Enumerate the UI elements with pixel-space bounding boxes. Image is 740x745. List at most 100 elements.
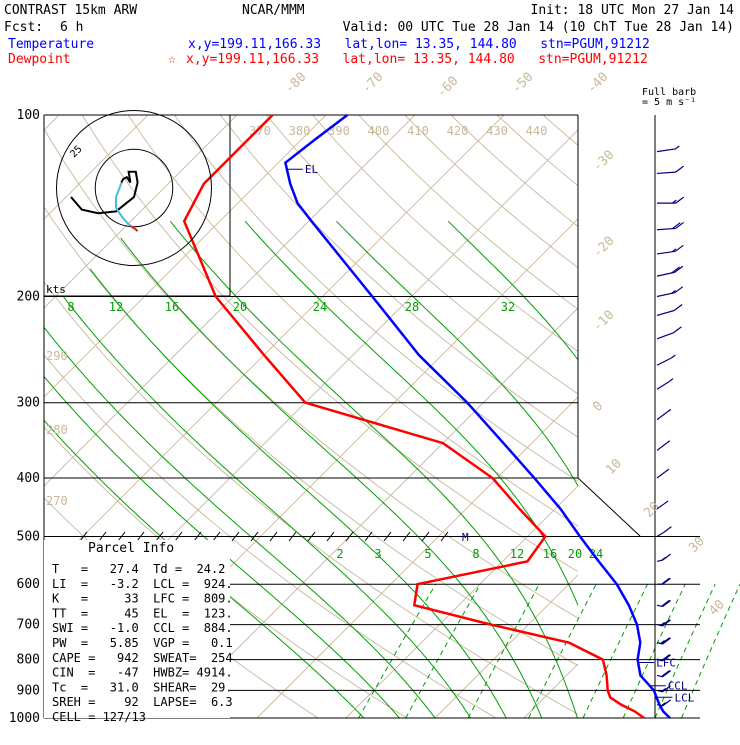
init-time: Init: 18 UTC Mon 27 Jan 14: [531, 3, 735, 18]
pressure-tick-label: 100: [17, 108, 40, 123]
theta-tick-label: 420: [447, 124, 469, 138]
parcel-info-row: Tc = 31.0 SHEAR= 29.: [52, 680, 233, 694]
wind-barb-staff: [657, 382, 669, 390]
mixing-ratio-label: 3: [374, 547, 381, 561]
theta-tick-label: 280: [46, 423, 68, 437]
wind-barb-flag: [663, 527, 671, 533]
full-barb-value: = 5 m s⁻¹: [642, 97, 696, 108]
mixing-ratio-label: 20: [568, 547, 582, 561]
isotherm-line: [346, 115, 740, 718]
moist-adiabat-label: 28: [405, 300, 419, 314]
dry-adiabat-line: [405, 115, 740, 718]
wind-barb-flag: [662, 600, 670, 606]
isotherm-tick-label: 40: [706, 597, 728, 619]
moist-adiabat-label: 32: [501, 300, 515, 314]
mixing-ratio-label: 12: [510, 547, 524, 561]
isotherm-tick-label: 30: [686, 534, 708, 556]
pressure-tick-label: 800: [17, 653, 40, 668]
theta-tick-label: 290: [46, 349, 68, 363]
moist-adiabat-label: 12: [109, 300, 123, 314]
dry-adiabat-line: [451, 115, 740, 718]
pressure-tick-label: 200: [17, 290, 40, 305]
wind-barb-staff: [657, 311, 674, 316]
parcel-info-row: CIN = -47 HWBZ= 4914.: [52, 666, 233, 680]
moist-adiabat-line: [579, 221, 720, 718]
hodograph-low-trace: [116, 183, 130, 226]
wind-barb-flag: [675, 245, 683, 251]
parcel-info-row: TT = 45 EL = 123.: [52, 606, 233, 620]
wind-barb-flag: [676, 166, 684, 172]
theta-tick-label: 380: [289, 124, 311, 138]
wind-barb-flag: [676, 197, 684, 203]
isotherm-tick-label: -40: [584, 70, 611, 97]
mixing-ratio-label: 2: [336, 547, 343, 561]
dry-adiabat-line: [313, 115, 740, 718]
parcel-info-row: T = 27.4 Td = 24.2: [52, 562, 225, 576]
mixing-ratio-line: [406, 584, 481, 718]
wind-barb-half: [667, 409, 671, 412]
isotherm-tick-label: -20: [590, 234, 617, 261]
fcst-label: Fcst:: [4, 20, 43, 35]
dry-adiabat-line: [681, 115, 740, 718]
temperature-trace: [285, 115, 670, 718]
parcel-info-row: PW = 5.85 VGP = 0.1: [52, 636, 233, 650]
moist-adiabat-label: 24: [313, 300, 327, 314]
isotherm-tick-label: -70: [359, 70, 386, 97]
wind-barb-flag: [662, 638, 670, 644]
isotherm-tick-label: -10: [590, 308, 617, 335]
pressure-tick-label: 1000: [9, 711, 40, 726]
pressure-tick-label: 400: [17, 471, 40, 486]
sounding-traces: [184, 115, 670, 718]
wind-barb-staff: [657, 533, 663, 537]
mixing-ratio-label: 8: [472, 547, 479, 561]
pressure-tick-label: 900: [17, 683, 40, 698]
parcel-info-row: CELL = 127/13: [52, 710, 146, 724]
wind-barbs: [657, 146, 684, 706]
parcel-info-row: SWI = -1.0 CCL = 884.: [52, 621, 233, 635]
frame-diagonal: [578, 478, 640, 536]
wind-barb-flag: [662, 671, 670, 677]
wind-barb-staff: [657, 444, 666, 451]
wind-barb-flag: [663, 601, 671, 607]
wind-barb-half: [675, 146, 679, 149]
hodograph-ring: [95, 149, 173, 227]
wind-barb-flag: [662, 578, 670, 584]
isotherm-line: [613, 115, 740, 718]
fcst-value: 6 h: [60, 20, 83, 35]
wind-barb-half: [665, 469, 669, 472]
hodograph: kts 25: [46, 111, 212, 297]
wind-barb-flag: [675, 287, 683, 293]
pressure-tick-label: 300: [17, 396, 40, 411]
isotherm-tick-label: -60: [434, 74, 461, 101]
wind-barb-staff: [657, 333, 673, 339]
moist-adiabat-label: 20: [233, 300, 247, 314]
wind-barb-staff: [657, 412, 667, 419]
wind-barb-staff: [657, 472, 665, 478]
hodograph-speed-label: kts: [46, 283, 66, 296]
parcel-info-row: SREH = 92 LAPSE= 6.3: [52, 695, 233, 709]
dewpoint-location: x,y=199.11,166.33 lat,lon= 13.35, 144.80…: [186, 52, 648, 67]
wind-barb-staff: [657, 172, 676, 173]
isotherm-tick-label: -30: [590, 148, 617, 175]
isotherm-tick-label: 10: [603, 456, 625, 478]
mixing-ratio-label: 16: [543, 547, 557, 561]
dry-adiabat-line: [728, 115, 740, 718]
wind-barb-half: [671, 355, 675, 358]
wind-barb-staff: [657, 149, 675, 152]
isotherm-line: [168, 115, 740, 718]
center-title: NCAR/MMM: [242, 3, 305, 18]
isotherm-line: [524, 115, 740, 718]
parcel-info-row: CAPE = 942 SWEAT= 254: [52, 651, 233, 665]
hodograph-ring-label: 25: [68, 144, 84, 160]
dry-adiabat-line: [359, 115, 740, 718]
hodograph-upper-trace: [71, 172, 138, 213]
isotherm-tick-label: -80: [282, 70, 309, 97]
parcel-info-title: Parcel Info: [88, 541, 174, 556]
dry-adiabat-line: [543, 115, 740, 718]
isotherm-line: [702, 115, 740, 718]
wind-barb-half: [669, 379, 673, 382]
wind-barb-flag: [663, 700, 671, 706]
dry-adiabat-line: [635, 115, 740, 718]
